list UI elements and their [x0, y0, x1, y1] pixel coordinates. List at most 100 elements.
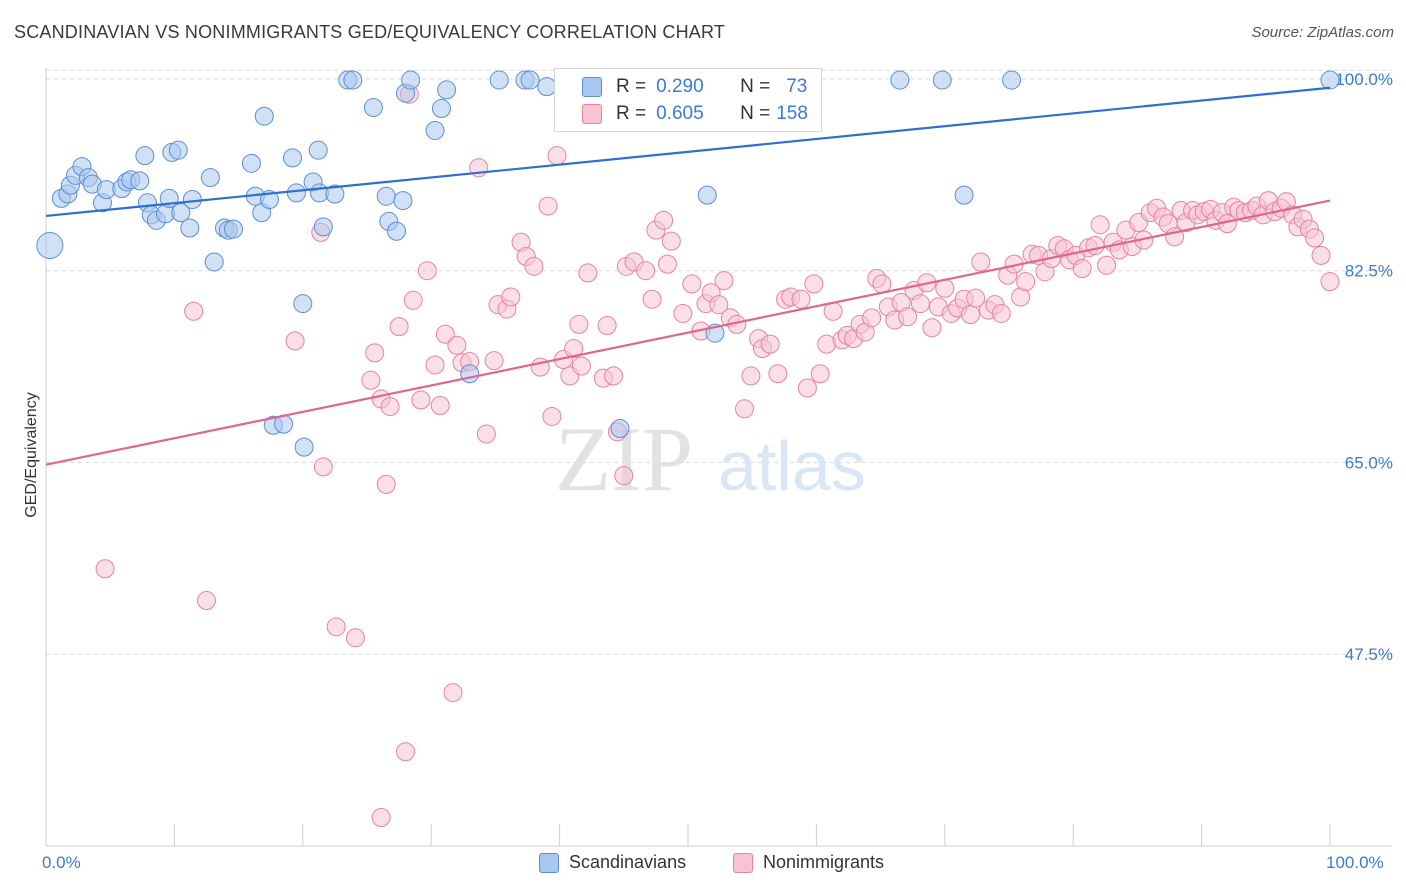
- nonimmigrants-point: [910, 294, 930, 314]
- scandinavians-point: [223, 219, 243, 239]
- nonimmigrants-point: [872, 274, 892, 294]
- nonimmigrants-point: [501, 287, 521, 307]
- watermark: ZIP atlas: [555, 408, 866, 510]
- scandinavians-point: [1002, 70, 1022, 90]
- nonimmigrants-point: [604, 366, 624, 386]
- scandinavians-point: [130, 171, 150, 191]
- scandinavians-point: [363, 97, 383, 117]
- nonimmigrants-point: [524, 256, 544, 276]
- nonimmigrants-point: [542, 406, 562, 426]
- x-ticks: [45, 824, 1331, 846]
- scandinavians-point: [520, 70, 540, 90]
- scandinavians-point: [308, 140, 328, 160]
- nonimmigrants-point: [380, 397, 400, 417]
- scandinavians-point: [1320, 70, 1340, 90]
- scandinavians-point: [343, 70, 363, 90]
- scandinavians-point: [182, 189, 202, 209]
- bottom-legend-label: Scandinavians: [569, 852, 687, 872]
- scandinavians-point: [293, 294, 313, 314]
- nonimmigrants-point: [862, 308, 882, 328]
- scandinavians-point: [489, 70, 509, 90]
- nonimmigrants-point: [1097, 255, 1117, 275]
- nonimmigrants-point: [430, 395, 450, 415]
- legend-r-value: 0.605: [656, 103, 704, 124]
- nonimmigrants-point: [569, 314, 589, 334]
- scandinavians-point: [890, 70, 910, 90]
- nonimmigrants-point: [960, 305, 980, 325]
- nonimmigrants-point: [768, 364, 788, 384]
- nonimmigrants-point: [403, 290, 423, 310]
- nonimmigrants-point: [922, 318, 942, 338]
- bottom-legend-nonimmigrants: Nonimmigrants: [733, 852, 884, 873]
- nonimmigrants-point: [741, 366, 761, 386]
- legend-r-value: 0.290: [656, 76, 704, 97]
- y-tick-label: 65.0%: [1345, 453, 1393, 472]
- legend-row-scandinavians: R = 0.290 N = 73: [555, 74, 807, 100]
- nonimmigrants-point: [642, 289, 662, 309]
- scandinavians-trend-line: [45, 86, 1331, 218]
- nonimmigrants-point: [654, 210, 674, 230]
- scandinavians-point: [254, 106, 274, 126]
- scandinavians-point: [204, 252, 224, 272]
- scandinavians-point: [393, 191, 413, 211]
- nonimmigrants-point: [709, 295, 729, 315]
- nonimmigrants-point: [673, 303, 693, 323]
- bottom-legend-swatch-pink: [733, 852, 753, 873]
- scandinavians-point: [460, 364, 480, 384]
- y-tick-label: 47.5%: [1345, 645, 1393, 664]
- scandinavians-point: [168, 140, 188, 160]
- legend-n-label: N =: [740, 76, 771, 97]
- scandinavians-point: [954, 185, 974, 205]
- nonimmigrants-point: [417, 261, 437, 281]
- nonimmigrants-point: [1085, 236, 1105, 256]
- y-tick-labels: 47.5% 65.0% 82.5% 100.0%: [1335, 70, 1393, 664]
- x-tick-label-min: 0.0%: [42, 853, 81, 872]
- nonimmigrants-point: [538, 196, 558, 216]
- scandinavians-point: [313, 217, 333, 237]
- nonimmigrants-point: [389, 317, 409, 337]
- nonimmigrants-point: [396, 742, 416, 762]
- nonimmigrants-point: [547, 146, 567, 166]
- nonimmigrants-point: [597, 316, 617, 336]
- scandinavians-point: [425, 120, 445, 140]
- nonimmigrants-point: [1320, 272, 1340, 292]
- nonimmigrants-point: [285, 331, 305, 351]
- nonimmigrants-point: [365, 343, 385, 363]
- nonimmigrants-point: [1090, 215, 1110, 235]
- nonimmigrants-point: [313, 457, 333, 477]
- scandinavians-point: [180, 218, 200, 238]
- scandinavians-point: [387, 221, 407, 241]
- nonimmigrants-point: [797, 378, 817, 398]
- nonimmigrants-point: [791, 289, 811, 309]
- nonimmigrants-point: [971, 252, 991, 272]
- nonimmigrants-point: [1072, 259, 1092, 279]
- scandinavians-point: [431, 99, 451, 119]
- nonimmigrants-point: [614, 466, 634, 486]
- nonimmigrants-point: [682, 274, 702, 294]
- nonimmigrants-point: [484, 351, 504, 371]
- scandinavians-point: [286, 183, 306, 203]
- y-tick-label: 100.0%: [1335, 70, 1393, 89]
- x-tick-label-max: 100.0%: [1326, 853, 1384, 872]
- bottom-legend-scandinavians: Scandinavians: [539, 852, 686, 873]
- nonimmigrants-point: [371, 808, 391, 828]
- nonimmigrants-point: [898, 307, 918, 327]
- nonimmigrants-point: [1305, 228, 1325, 248]
- nonimmigrants-point: [714, 271, 734, 291]
- nonimmigrants-point: [1311, 245, 1331, 265]
- stats-legend: R = 0.290 N = 73 R = 0.605 N = 158: [554, 68, 822, 132]
- nonimmigrants-point: [345, 628, 365, 648]
- nonimmigrants-point: [734, 399, 754, 419]
- legend-n-value: 73: [786, 76, 808, 97]
- bottom-legend-label: Nonimmigrants: [763, 852, 885, 872]
- nonimmigrants-point: [991, 303, 1011, 323]
- watermark-atlas: atlas: [718, 427, 866, 505]
- nonimmigrants-point: [184, 301, 204, 321]
- scandinavians-point: [294, 437, 314, 457]
- scandinavians-point: [376, 186, 396, 206]
- legend-swatch-blue: [582, 77, 602, 97]
- scandinavians-point: [437, 80, 457, 100]
- nonimmigrants-point: [476, 424, 496, 444]
- legend-swatch-pink: [582, 104, 602, 124]
- nonimmigrants-point: [636, 261, 656, 281]
